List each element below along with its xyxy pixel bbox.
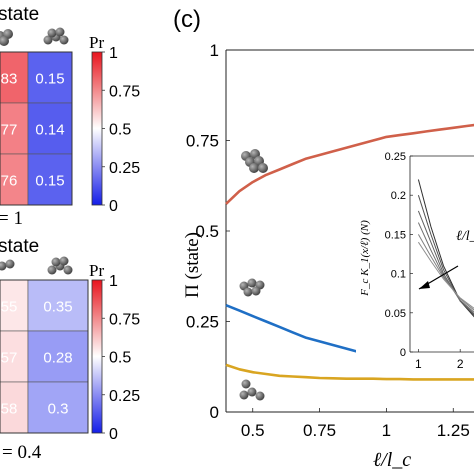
heatmap-top-frame (0, 51, 73, 206)
cluster-icon (239, 379, 265, 401)
cluster-icon (43, 27, 69, 45)
colorbar-bottom (91, 279, 103, 434)
colorbar-tick-label: 0.75 (109, 311, 140, 328)
main-x-tick-label: 1 (382, 421, 391, 440)
colorbar-top (91, 51, 103, 206)
main-y-tick-label: 0.25 (186, 313, 219, 332)
main-x-tick-label: 1.25 (437, 421, 470, 440)
heatmap-top-caption: = 1 (0, 208, 23, 229)
inset-y-tick-label: 0 (400, 347, 406, 359)
heatmap-top: state 83 0.15 77 0.14 76 0.15 Pr 1 0.75 0.5 0.25… (0, 4, 140, 229)
heatmap-cell-label: 83 (1, 71, 18, 88)
heatmap-cell (27, 153, 73, 206)
heatmap-bottom-frame (0, 279, 89, 434)
colorbar-bottom-ticks: 1 0.75 0.5 0.25 0 (102, 273, 140, 443)
inset-y-tick-label: 0.1 (391, 269, 406, 281)
colorbar-tick-label: 0.25 (109, 388, 140, 405)
inset-series-group (417, 179, 474, 318)
heatmap-cell (0, 102, 29, 155)
heatmap-top-title: state (0, 4, 39, 25)
inset-annotation: ℓ/l_c (456, 229, 474, 244)
inset-series-line-2 (417, 195, 474, 316)
heatmap-bottom: state 55 0.35 57 0.28 58 0.3 Pr 1 0.75 0.5 0.25 0… (0, 236, 140, 463)
heatmap-top-cells: 83 0.15 77 0.14 76 0.15 (0, 51, 73, 206)
main-y-label: Π (state) (182, 232, 203, 298)
heatmap-cell (0, 381, 29, 434)
colorbar-tick-label: 1 (109, 45, 118, 62)
colorbar-bottom-label: Pr (89, 261, 104, 280)
main-y-tick-label: 0.5 (195, 222, 219, 241)
heatmap-bottom-cells: 55 0.35 57 0.28 58 0.3 (0, 279, 89, 434)
heatmap-cell-label: 55 (1, 299, 18, 316)
colorbar-tick-label: 0.5 (109, 350, 131, 367)
inset-y-label: F_c K_1(x/ℓ) (N) (359, 220, 371, 297)
main-y-tick-label: 0.75 (186, 132, 219, 151)
inset-x-tick-label: 2 (457, 357, 464, 371)
heatmap-cell (27, 102, 73, 155)
heatmap-cell-label: 57 (1, 350, 18, 367)
inset-y-tick-label: 0.25 (385, 151, 406, 163)
cluster-icon (47, 256, 73, 275)
main-x-tick-label: 0.75 (303, 421, 336, 440)
heatmap-cell (0, 330, 29, 383)
heatmap-cell (27, 381, 89, 434)
heatmap-cell-label: 0.28 (43, 350, 72, 367)
colorbar-top-label: Pr (89, 33, 104, 52)
inset-series-line-6 (417, 241, 474, 309)
heatmap-cell (27, 51, 73, 104)
colorbar-top-ticks: 1 0.75 0.5 0.25 0 (102, 45, 140, 215)
colorbar-tick-label: 0 (109, 426, 118, 443)
heatmap-cell-label: 76 (1, 173, 18, 190)
heatmap-cell (0, 51, 29, 104)
inset-x-tick-label: 1 (415, 357, 422, 371)
main-x-tick-label: 0.5 (241, 421, 265, 440)
heatmap-cell-label: 0.15 (35, 71, 64, 88)
inset-y-tick-label: 0.15 (385, 229, 406, 241)
heatmap-cell-label: 0.14 (35, 122, 64, 139)
main-series-line-3 (225, 363, 474, 381)
inset-arrow-head (419, 281, 430, 289)
cluster-icon (239, 278, 265, 297)
heatmap-cell-label: 0.15 (35, 173, 64, 190)
heatmap-cell (27, 279, 89, 332)
main-series-line-1 (225, 123, 474, 205)
heatmap-cell-label: 0.3 (48, 401, 69, 418)
main-y-tick-label: 0 (210, 403, 219, 422)
colorbar-tick-label: 0 (109, 198, 118, 215)
colorbar-tick-label: 0.25 (109, 160, 140, 177)
main-x-label: ℓ/l_c (373, 449, 411, 471)
main-axes-ticks: 0 0.25 0.5 0.75 1 0.5 0.75 1 1.25 (186, 41, 470, 440)
colorbar-tick-label: 1 (109, 273, 118, 290)
colorbar-tick-label: 0.75 (109, 83, 140, 100)
inset-y-tick-label: 0.2 (391, 190, 406, 202)
inset-series-line-1 (417, 179, 474, 318)
inset-background (356, 150, 474, 370)
cluster-icon (0, 29, 13, 46)
colorbar-tick-label: 0.5 (109, 122, 131, 139)
panel-label: (c) (173, 6, 201, 33)
heatmap-bottom-caption: = 0.4 (2, 442, 42, 463)
heatmap-bottom-title: state (0, 236, 39, 257)
inset-axes-ticks: 0 0.05 0.1 0.15 0.2 0.25 1 2 (385, 151, 464, 371)
heatmap-cell (27, 330, 89, 383)
cluster-icon (0, 259, 15, 271)
heatmap-cell-label: 77 (1, 122, 18, 139)
inset-y-tick-label: 0.05 (385, 308, 406, 320)
cluster-icon (241, 149, 268, 173)
inset-chart: 0 0.05 0.1 0.15 0.2 0.25 1 2 F_c K_1(x/ℓ) (N) ℓ… (356, 150, 474, 371)
heatmap-cell-label: 0.35 (43, 299, 72, 316)
heatmap-cell-label: 58 (1, 401, 18, 418)
main-y-tick-label: 1 (210, 41, 219, 60)
